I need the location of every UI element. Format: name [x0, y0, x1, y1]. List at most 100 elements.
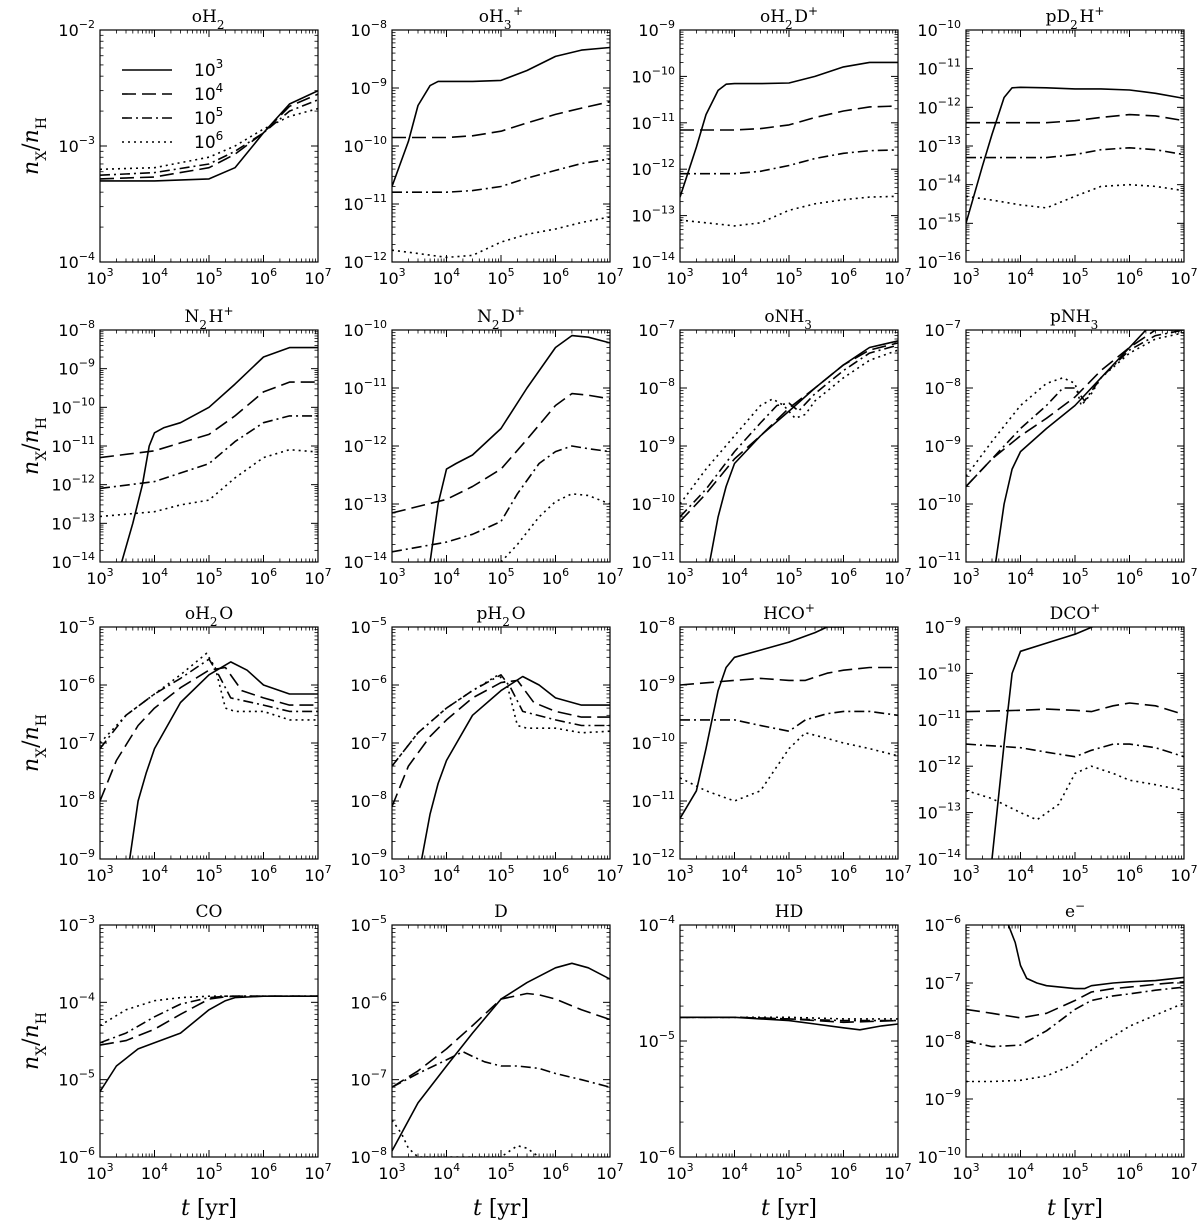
panel-14: 103 104 105 106 107 10−8 10−7 10−6 10−5 Dt [yr] [350, 902, 623, 1221]
y-tick-label: 10−12 [917, 754, 961, 776]
x-tick-label: 106 [250, 266, 277, 288]
y-tick-label: 10−5 [58, 615, 95, 637]
x-tick-label: 106 [830, 566, 857, 588]
panel-title: oH2 O [185, 604, 233, 629]
series-line-104 [680, 105, 898, 131]
x-tick-label: 103 [378, 266, 405, 288]
y-tick-label: 10−11 [917, 550, 961, 572]
x-tick-label: 104 [721, 266, 748, 288]
panel-title: N2 H+ [184, 304, 233, 332]
plot-frame [391, 924, 611, 1158]
series-group [966, 627, 1184, 859]
panel-title: DCO+ [1050, 601, 1101, 624]
x-tick-label: 104 [721, 566, 748, 588]
series-line-104 [680, 666, 898, 686]
series-line-105 [392, 158, 610, 193]
series-line-105 [100, 99, 318, 176]
series-line-103 [708, 340, 898, 562]
x-axis-label: t [yr] [1047, 1196, 1103, 1221]
series-line-106 [392, 1119, 540, 1157]
y-tick-label: 10−9 [350, 76, 387, 98]
series-line-103 [420, 675, 610, 859]
x-tick-label: 104 [721, 863, 748, 885]
y-tick-label: 10−11 [631, 789, 675, 811]
y-tick-label: 10−6 [58, 673, 95, 695]
series-group [680, 61, 898, 227]
x-tick-label: 103 [666, 566, 693, 588]
y-tick-label: 10−14 [631, 250, 675, 272]
panel-title: pH2 O [477, 604, 526, 629]
series-line-104 [392, 992, 610, 1088]
x-tick-label: 103 [952, 266, 979, 288]
plot-frame [99, 626, 319, 860]
x-tick-label: 104 [1007, 863, 1034, 885]
x-tick-label: 106 [830, 266, 857, 288]
series-line-105 [392, 445, 610, 553]
y-tick-label: 10−14 [917, 847, 961, 869]
y-tick-label: 10−13 [917, 134, 961, 156]
plot-frame [679, 924, 899, 1158]
y-tick-label: 10−7 [58, 731, 95, 753]
x-tick-label: 107 [1170, 863, 1197, 885]
y-tick-label: 10−9 [924, 615, 961, 637]
series-line-105 [680, 710, 898, 732]
x-tick-label: 107 [884, 266, 911, 288]
y-tick-label: 10−14 [51, 550, 95, 572]
x-tick-label: 107 [304, 863, 331, 885]
series-line-106 [392, 216, 610, 259]
x-axis-label: t [yr] [761, 1196, 817, 1221]
x-tick-label: 105 [1061, 566, 1088, 588]
x-tick-label: 103 [86, 266, 113, 288]
x-tick-label: 105 [775, 266, 802, 288]
y-tick-label: 10−13 [917, 801, 961, 823]
series-line-104 [966, 702, 1184, 716]
y-tick-label: 10−7 [924, 318, 961, 340]
y-tick-label: 10−4 [638, 913, 675, 935]
x-tick-label: 103 [86, 566, 113, 588]
y-tick-label: 10−12 [917, 95, 961, 117]
y-tick-label: 10−8 [638, 615, 675, 637]
x-tick-label: 103 [952, 1161, 979, 1183]
y-tick-label: 10−10 [343, 134, 387, 156]
y-tick-label: 10−9 [924, 1087, 961, 1109]
x-tick-label: 105 [195, 863, 222, 885]
series-line-106 [100, 448, 318, 518]
series-line-106 [100, 652, 318, 744]
plot-frame [965, 29, 1185, 263]
y-tick-label: 10−11 [917, 57, 961, 79]
y-tick-label: 10−7 [638, 318, 675, 340]
series-line-105 [966, 147, 1184, 159]
panel-3: 103 104 105 106 107 10−14 10−13 10−12 10−11 10−10… [631, 4, 911, 288]
series-group [966, 925, 1184, 1083]
y-tick-label: 10−9 [350, 847, 387, 869]
x-tick-label: 104 [141, 1161, 168, 1183]
x-tick-label: 103 [666, 863, 693, 885]
panel-4: 103 104 105 106 107 10−16 10−15 10−14 10−13 10−12… [917, 4, 1197, 288]
x-tick-label: 107 [596, 566, 623, 588]
y-axis-label: nX/nH [19, 1012, 50, 1070]
series-line-105 [966, 986, 1184, 1048]
x-tick-label: 106 [250, 566, 277, 588]
plot-frame [965, 924, 1185, 1158]
y-tick-label: 10−11 [343, 376, 387, 398]
panel-title: CO [196, 902, 223, 922]
y-tick-label: 10−9 [924, 434, 961, 456]
series-line-103 [100, 995, 318, 1093]
panel-11: 103 104 105 106 107 10−12 10−11 10−10 10−9 10−8 HC… [631, 601, 911, 885]
x-tick-label: 105 [487, 566, 514, 588]
y-tick-label: 10−11 [343, 192, 387, 214]
series-group [680, 340, 898, 562]
x-tick-label: 107 [596, 1161, 623, 1183]
y-tick-label: 10−8 [638, 376, 675, 398]
y-tick-label: 10−6 [350, 673, 387, 695]
y-tick-label: 10−4 [58, 990, 95, 1012]
x-tick-label: 107 [1170, 266, 1197, 288]
panel-12: 103 104 105 106 107 10−14 10−13 10−12 10−11 10−10… [917, 601, 1197, 885]
series-line-104 [392, 100, 610, 139]
series-line-104 [966, 330, 1184, 488]
series-line-105 [966, 743, 1184, 758]
y-tick-label: 10−5 [350, 913, 387, 935]
x-tick-label: 107 [884, 566, 911, 588]
